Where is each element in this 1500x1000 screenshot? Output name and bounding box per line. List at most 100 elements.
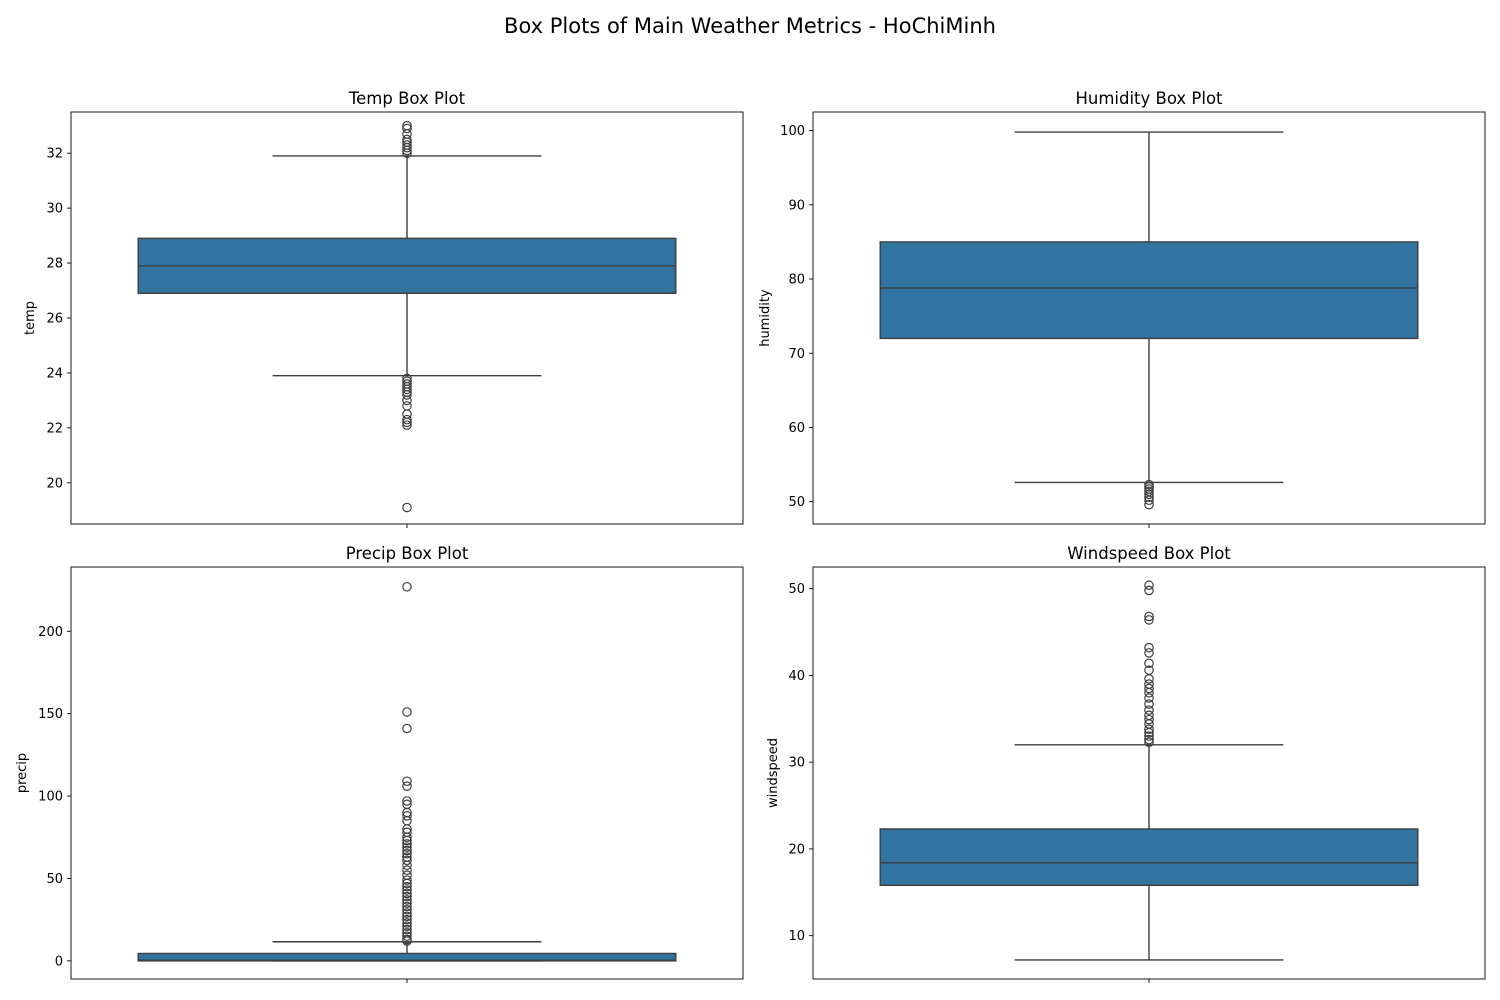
y-tick-label: 28 [46,257,63,272]
outlier-point [1144,489,1154,500]
outlier-point [1144,674,1154,684]
y-tick-label: 50 [788,582,805,597]
outlier-point [402,781,412,791]
outlier-point [402,776,412,787]
y-axis-label: temp [23,301,38,335]
iqr-box [879,241,1419,340]
outlier-point [402,796,412,806]
outlier-point [1144,499,1154,510]
outlier-point [1144,687,1154,698]
panel-title: Windspeed Box Plot [1067,544,1231,563]
outlier-point [402,723,412,734]
outlier-point [402,832,412,843]
y-tick-label: 200 [38,625,63,640]
outlier-point [1144,699,1154,709]
outlier-point [402,904,412,915]
y-tick-label: 50 [46,872,63,887]
outlier-point [1144,683,1154,694]
outlier-point [402,414,412,425]
outlier-point [402,924,412,935]
outlier-point [402,835,412,846]
outlier-point [1144,731,1154,741]
outlier-point [402,390,412,400]
outlier-point [1144,737,1154,748]
outlier-point [402,901,412,912]
outlier-point [402,875,412,885]
outlier-point [402,417,412,428]
y-tick-label: 80 [788,273,805,288]
outlier-point [402,142,412,153]
y-tick-label: 20 [46,476,63,491]
outlier-point [1144,580,1154,591]
outlier-point [402,839,412,849]
y-tick-label: 0 [55,954,63,969]
outlier-point [1144,585,1154,596]
outlier-point [402,815,412,826]
panel-title: Temp Box Plot [348,89,466,108]
outlier-point [1144,727,1154,738]
y-tick-label: 100 [38,790,63,805]
y-tick-label: 20 [788,842,805,857]
y-tick-label: 150 [38,707,63,722]
y-axis-label: windspeed [766,738,781,808]
outlier-point [402,842,412,852]
outlier-point [402,384,412,395]
outlier-point [1144,642,1154,653]
outlier-point [402,855,412,866]
outlier-point [1144,492,1154,503]
y-tick-label: 22 [46,421,63,436]
outlier-point [1144,495,1154,506]
outlier-point [402,865,412,876]
outlier-point [402,148,412,158]
outlier-point [402,395,412,406]
outlier-point [402,860,412,871]
outlier-point [402,845,412,856]
outlier-point [402,707,412,717]
outlier-point [402,918,412,928]
outlier-point [402,878,412,889]
iqr-box [879,828,1419,887]
outlier-point [1144,648,1154,658]
outlier-point [402,891,412,902]
y-tick-label: 90 [788,198,805,213]
outlier-point [1144,734,1154,745]
outlier-point [1144,714,1154,725]
outlier-point [402,881,412,892]
outlier-point [1144,693,1154,703]
chart-panel-windspeed: 10 20 30 40 50 Windspeed Box Plot windspeed [766,544,1486,983]
outlier-point [402,921,412,932]
outlier-point [402,581,412,592]
outlier-point [1144,611,1154,622]
y-tick-label: 60 [788,421,805,436]
outlier-point [402,885,412,895]
y-tick-label: 32 [46,147,63,162]
outlier-point [402,145,412,156]
outlier-point [402,911,412,922]
y-tick-label: 70 [788,347,805,362]
y-axis-label: humidity [758,289,773,347]
y-tick-label: 50 [788,495,805,510]
outlier-point [402,931,412,941]
outlier-point [402,888,412,899]
outlier-point [402,811,412,821]
outlier-point [402,848,412,859]
y-tick-label: 40 [788,669,805,684]
outlier-point [402,898,412,908]
outlier-point [402,502,412,513]
outlier-point [402,420,412,430]
y-tick-label: 30 [788,756,805,771]
outlier-point [402,895,412,905]
outlier-point [1144,615,1154,625]
chart-panel-temp: 20 22 24 26 28 30 32 Temp Box Plot temp [23,89,744,528]
outlier-point [402,908,412,918]
y-tick-label: 10 [788,929,805,944]
y-axis-label: precip [15,753,30,793]
figure-title: Box Plots of Main Weather Metrics - HoCh… [504,14,996,38]
outlier-point [1144,658,1154,669]
outlier-point [402,401,412,411]
outlier-point [402,914,412,925]
outlier-point [1144,705,1154,715]
y-tick-label: 100 [780,124,805,139]
outlier-point [402,936,412,946]
